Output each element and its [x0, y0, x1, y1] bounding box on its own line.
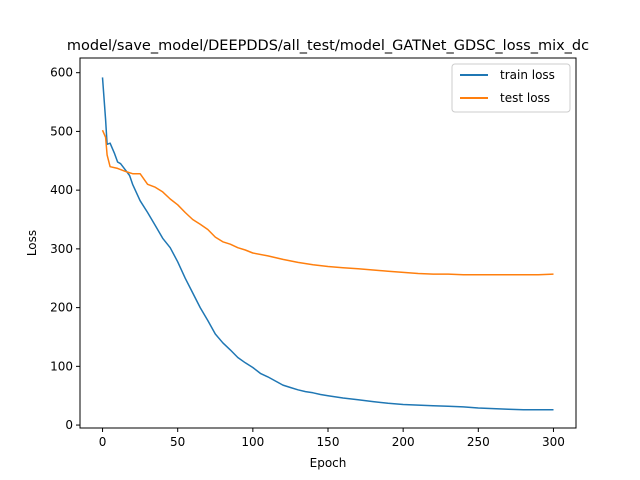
x-tick-label: 0 — [99, 435, 107, 449]
x-axis-label: Epoch — [310, 456, 347, 470]
x-tick-label: 150 — [317, 435, 340, 449]
y-tick-label: 500 — [50, 124, 73, 138]
y-tick-label: 600 — [50, 66, 73, 80]
series-layer — [101, 77, 554, 411]
y-axis-label: Loss — [25, 230, 39, 256]
legend-label-train-loss: train loss — [500, 68, 555, 82]
legend: train loss test loss — [451, 63, 571, 113]
x-tick-label: 300 — [542, 435, 565, 449]
plot-area — [79, 57, 577, 429]
x-tick-label: 200 — [392, 435, 415, 449]
y-tick-label: 400 — [50, 183, 73, 197]
x-axis: 0 50 100 150 200 250 300 — [99, 428, 565, 449]
y-axis: 0 100 200 300 400 500 600 — [50, 66, 80, 432]
y-tick-label: 0 — [65, 418, 73, 432]
plot-frame — [79, 57, 577, 429]
chart-title: model/save_model/DEEPDDS/all_test/model_… — [67, 38, 589, 54]
x-tick-label: 50 — [170, 435, 185, 449]
y-tick-label: 200 — [50, 301, 73, 315]
x-tick-label: 250 — [467, 435, 490, 449]
y-tick-label: 300 — [50, 242, 73, 256]
y-tick-label: 100 — [50, 359, 73, 373]
x-tick-label: 100 — [241, 435, 264, 449]
series-line-test-loss — [101, 129, 554, 276]
legend-label-test-loss: test loss — [500, 91, 550, 105]
series-line-train-loss — [101, 77, 554, 411]
